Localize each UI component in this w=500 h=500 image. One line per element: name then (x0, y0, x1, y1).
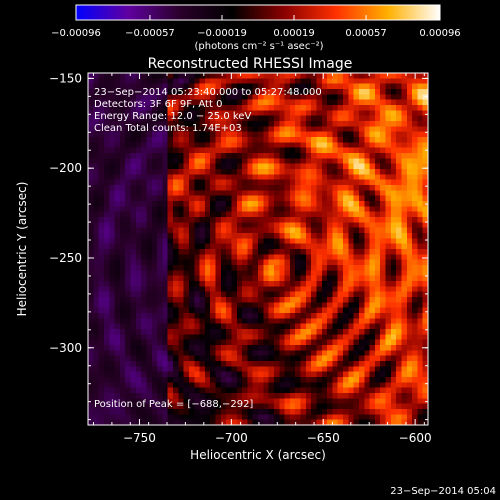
annotation-clean-counts: Clean Total counts: 1.74E+03 (94, 123, 242, 134)
annotation-energy-range: Energy Range: 12.0 − 25.0 keV (94, 111, 251, 122)
annotations: 23−Sep−2014 05:23:40.000 to 05:27:48.000… (94, 87, 322, 410)
x-tick-label: −700 (215, 431, 248, 445)
colorbar-tick-label: −0.00019 (197, 28, 247, 39)
x-tick-label: −750 (123, 431, 156, 445)
chart-title: Reconstructed RHESSI Image (148, 56, 353, 72)
x-tick-label: −650 (307, 431, 340, 445)
plot-frame (87, 72, 429, 426)
y-tick-label: −300 (49, 341, 82, 355)
colorbar: −0.00096 −0.00057 −0.00019 0.00019 0.00057 0.… (51, 4, 461, 52)
y-axis-label: Heliocentric Y (arcsec) (15, 182, 29, 317)
x-axis-label: Heliocentric X (arcsec) (190, 448, 326, 462)
footer-timestamp: 23−Sep−2014 05:04 (390, 486, 496, 497)
colorbar-units-label: (photons cm⁻² s⁻¹ asec⁻²) (194, 41, 323, 52)
x-tick-label: −600 (399, 431, 432, 445)
y-axis: −150 −200 −250 −300 (49, 71, 428, 421)
annotation-time-range: 23−Sep−2014 05:23:40.000 to 05:27:48.000 (94, 87, 322, 98)
x-axis: −750 −700 −650 −600 (93, 73, 432, 445)
heatmap-raster (88, 73, 428, 425)
colorbar-bar (75, 4, 441, 21)
annotation-peak-position: Position of Peak = [−688,−292] (94, 399, 253, 410)
y-tick-label: −250 (49, 251, 82, 265)
colorbar-tick-label: 0.00057 (345, 28, 386, 39)
colorbar-tick-label: −0.00057 (125, 28, 175, 39)
colorbar-tick-label: 0.00096 (419, 28, 460, 39)
y-tick-label: −200 (49, 161, 82, 175)
annotation-detectors: Detectors: 3F 6F 9F, Att 0 (94, 99, 222, 110)
colorbar-tick-label: 0.00019 (273, 28, 314, 39)
colorbar-tick-label: −0.00096 (51, 28, 101, 39)
y-tick-label: −150 (49, 71, 82, 85)
colorbar-ticks: −0.00096 −0.00057 −0.00019 0.00019 0.00057 0.… (51, 15, 461, 39)
heatmap-image (88, 73, 428, 425)
